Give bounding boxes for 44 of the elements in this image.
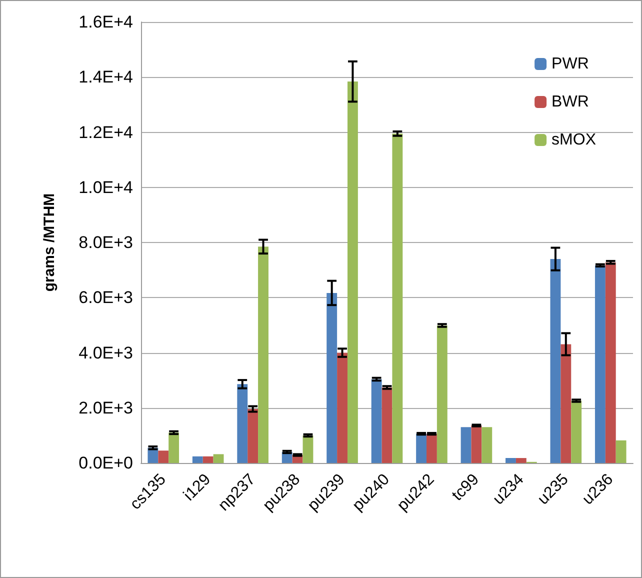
- bar: [168, 432, 180, 463]
- y-tick-label: 1.0E+4: [78, 178, 133, 197]
- bar: [382, 387, 392, 463]
- x-tick-label: i129: [180, 470, 214, 504]
- bar: [158, 450, 169, 463]
- x-tick-label: tc99: [449, 470, 483, 504]
- bar: [258, 246, 268, 463]
- bar: [506, 458, 516, 463]
- legend-label: sMOX: [552, 132, 596, 148]
- bar: [371, 379, 382, 463]
- y-tick-label: 1.4E+4: [78, 68, 133, 87]
- bar: [213, 454, 224, 463]
- bar: [392, 134, 403, 463]
- y-tick-label: 0.0E+0: [78, 454, 133, 472]
- bar: [436, 325, 448, 463]
- bar: [192, 456, 203, 463]
- bar: [337, 352, 348, 463]
- bar: [302, 435, 314, 463]
- y-tick-label: 6.0E+3: [78, 288, 133, 308]
- y-tick-label: 4.0E+3: [78, 343, 133, 362]
- bar: [460, 427, 472, 463]
- y-tick-label: 1.2E+4: [78, 122, 133, 142]
- legend-label: BWR: [552, 94, 589, 110]
- bar: [471, 426, 482, 463]
- bar: [426, 434, 437, 463]
- bar: [248, 408, 258, 463]
- bar: [237, 384, 248, 463]
- bar: [416, 434, 427, 463]
- bar: [202, 456, 214, 463]
- bar: [605, 262, 616, 463]
- y-axis-title: grams /MTHM: [41, 193, 58, 292]
- legend-label: PWR: [552, 56, 589, 72]
- bar: [560, 344, 572, 463]
- bar: [616, 440, 626, 463]
- y-tick-label: 1.6E+4: [78, 12, 133, 32]
- y-tick-label: 2.0E+3: [78, 398, 133, 418]
- y-tick-label: 8.0E+3: [78, 233, 133, 252]
- bar: [482, 427, 492, 463]
- bar: [347, 82, 358, 463]
- bar: [594, 265, 606, 463]
- bar: [550, 259, 561, 463]
- bar: [516, 458, 526, 463]
- bar: [571, 400, 582, 463]
- bar: [326, 292, 338, 463]
